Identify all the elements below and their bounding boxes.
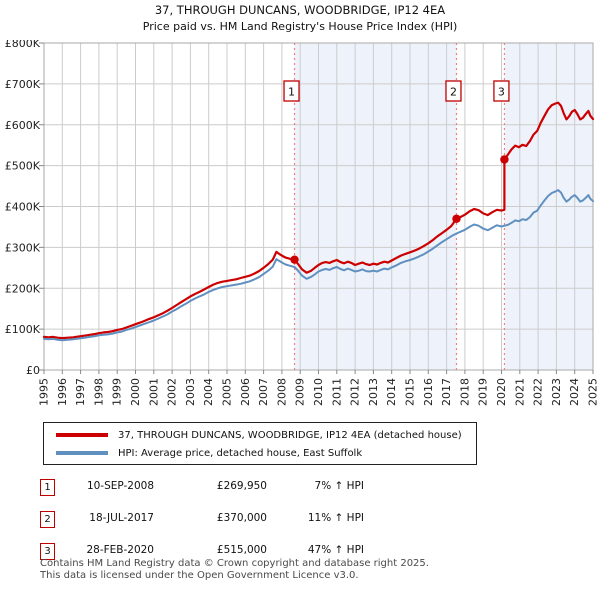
- page-title: 37, THROUGH DUNCANS, WOODBRIDGE, IP12 4E…: [154, 3, 446, 17]
- svg-text:£400K: £400K: [5, 201, 41, 214]
- svg-text:1: 1: [288, 86, 295, 99]
- transaction-price: £515,000: [216, 544, 267, 556]
- svg-text:1999: 1999: [111, 378, 124, 406]
- svg-text:2000: 2000: [129, 378, 142, 406]
- svg-text:2003: 2003: [184, 378, 197, 406]
- transaction-date: 10-SEP-2008: [86, 480, 154, 492]
- transaction-row: 1 10-SEP-2008 £269,950 7% ↑ HPI: [0, 479, 600, 497]
- legend-label: 37, THROUGH DUNCANS, WOODBRIDGE, IP12 4E…: [118, 429, 462, 441]
- legend-item-price-paid: 37, THROUGH DUNCANS, WOODBRIDGE, IP12 4E…: [44, 426, 476, 444]
- svg-text:2007: 2007: [257, 378, 270, 406]
- svg-text:£0: £0: [26, 364, 40, 377]
- transaction-row: 3 28-FEB-2020 £515,000 47% ↑ HPI: [0, 543, 600, 561]
- svg-text:2017: 2017: [440, 378, 453, 406]
- svg-text:2025: 2025: [587, 378, 600, 406]
- price-line-swatch: [56, 433, 108, 437]
- svg-text:£600K: £600K: [5, 119, 41, 132]
- transaction-date: 28-FEB-2020: [86, 544, 154, 556]
- transaction-price: £370,000: [216, 512, 267, 524]
- svg-text:£700K: £700K: [5, 78, 41, 91]
- legend-label: HPI: Average price, detached house, East…: [118, 447, 363, 459]
- page-subtitle: Price paid vs. HM Land Registry's House …: [142, 20, 458, 33]
- svg-text:2001: 2001: [147, 378, 160, 406]
- svg-text:2014: 2014: [385, 378, 398, 406]
- svg-text:2018: 2018: [458, 378, 471, 406]
- chart-legend: 37, THROUGH DUNCANS, WOODBRIDGE, IP12 4E…: [43, 422, 477, 465]
- svg-text:2021: 2021: [513, 378, 526, 406]
- transaction-number-badge: 1: [40, 479, 55, 496]
- svg-text:1995: 1995: [38, 378, 51, 406]
- svg-text:£500K: £500K: [5, 160, 41, 173]
- svg-text:3: 3: [498, 86, 505, 99]
- transaction-hpi-delta: 47% ↑ HPI: [307, 544, 364, 556]
- svg-text:£300K: £300K: [5, 241, 41, 254]
- footer-line-1: Contains HM Land Registry data © Crown c…: [40, 558, 429, 569]
- transaction-hpi-delta: 7% ↑ HPI: [314, 480, 364, 492]
- svg-text:2023: 2023: [550, 378, 563, 406]
- svg-text:2015: 2015: [404, 378, 417, 406]
- svg-text:2010: 2010: [312, 378, 325, 406]
- svg-text:£200K: £200K: [5, 282, 41, 295]
- svg-text:£800K: £800K: [5, 40, 41, 50]
- svg-text:2002: 2002: [166, 378, 179, 406]
- svg-text:2: 2: [450, 86, 457, 99]
- transaction-price: £269,950: [216, 480, 267, 492]
- svg-text:1998: 1998: [92, 378, 105, 406]
- svg-text:2009: 2009: [294, 378, 307, 406]
- transaction-hpi-delta: 11% ↑ HPI: [307, 512, 364, 524]
- license-footer: Contains HM Land Registry data © Crown c…: [40, 558, 429, 581]
- legend-item-hpi: HPI: Average price, detached house, East…: [44, 444, 476, 462]
- transaction-number-badge: 3: [40, 543, 55, 560]
- svg-text:2020: 2020: [495, 378, 508, 406]
- footer-line-2: This data is licensed under the Open Gov…: [40, 569, 359, 581]
- svg-text:2006: 2006: [239, 378, 252, 406]
- svg-text:2016: 2016: [422, 378, 435, 406]
- svg-text:1997: 1997: [74, 378, 87, 406]
- svg-text:2012: 2012: [349, 378, 362, 406]
- svg-text:2022: 2022: [532, 378, 545, 406]
- svg-text:2019: 2019: [477, 378, 490, 406]
- transaction-date: 18-JUL-2017: [89, 512, 154, 524]
- svg-text:2008: 2008: [275, 378, 288, 406]
- svg-text:2013: 2013: [367, 378, 380, 406]
- transaction-number-badge: 2: [40, 511, 55, 528]
- price-chart: 1 2 3 £0 £100K £200K £300K £400K £500K £600K £700K…: [5, 40, 600, 406]
- transaction-row: 2 18-JUL-2017 £370,000 11% ↑ HPI: [0, 511, 600, 529]
- svg-text:£100K: £100K: [5, 323, 41, 336]
- svg-text:1996: 1996: [56, 378, 69, 406]
- svg-text:2004: 2004: [202, 378, 215, 406]
- hpi-line-swatch: [56, 451, 108, 455]
- svg-text:2024: 2024: [568, 378, 581, 406]
- svg-text:2005: 2005: [221, 378, 234, 406]
- svg-text:2011: 2011: [330, 378, 343, 406]
